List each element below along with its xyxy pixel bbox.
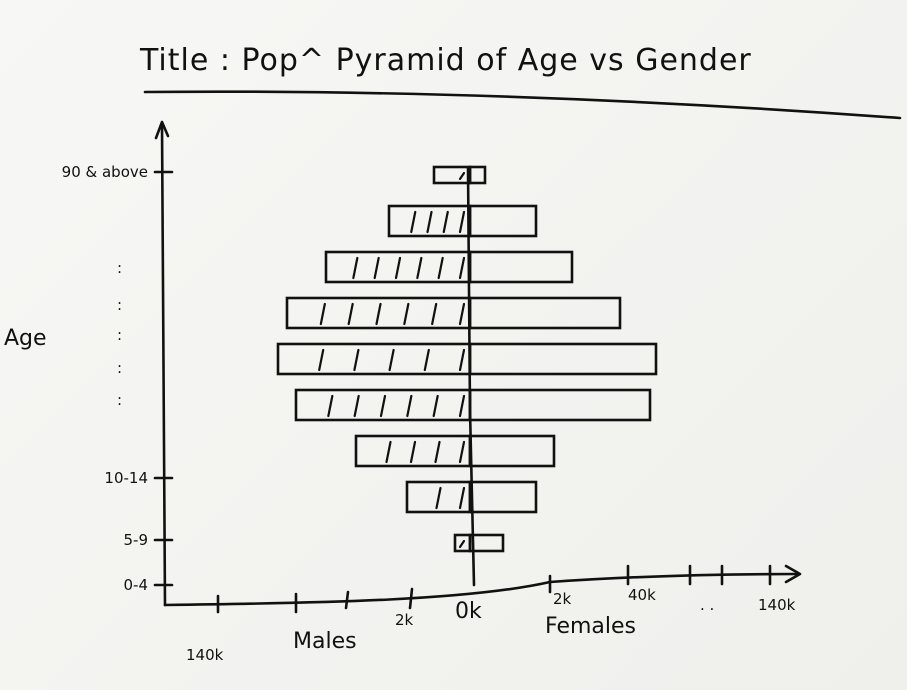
- y-tick-label: :: [117, 296, 122, 314]
- bar-hatch-mark: [416, 256, 423, 280]
- y-ticks-layer: 0-4 5-9 10-14::::: 90 & above: [62, 163, 174, 594]
- y-axis-line: [160, 123, 167, 607]
- title-underline: [143, 90, 902, 120]
- bar-hatch-mark: [458, 171, 466, 181]
- y-tick-label: :: [117, 391, 122, 409]
- x-tick-marks: [216, 564, 772, 614]
- bar-hatch-mark: [434, 440, 441, 464]
- x-tick-label-0k: 0k: [455, 599, 482, 624]
- x-tick-dots: . .: [700, 596, 714, 614]
- bars-layer: [276, 165, 658, 553]
- bar-hatch-mark: [458, 394, 466, 418]
- y-axis-arrow: [154, 120, 170, 140]
- bar-males: [432, 165, 472, 185]
- bar-males: [276, 342, 472, 376]
- bar-hatch-mark: [458, 302, 466, 326]
- x-tick-mark: [408, 587, 414, 610]
- bar-hatch-mark: [442, 210, 449, 234]
- x-tick-label-2k-left: 2k: [395, 611, 414, 629]
- bar-hatch-mark: [458, 440, 466, 464]
- bar-females: [468, 165, 487, 185]
- bar-females: [468, 388, 652, 422]
- x-tick-label-2k-right: 2k: [553, 590, 572, 608]
- y-tick-label: 10-14: [104, 469, 148, 487]
- y-tick-label: :: [117, 326, 122, 344]
- y-tick-label: :: [117, 359, 122, 377]
- x-axis-arrow: [784, 564, 802, 584]
- bar-females: [468, 533, 505, 553]
- bar-hatch-mark: [347, 302, 354, 326]
- bar-hatch-mark: [406, 394, 413, 418]
- y-tick-label: :: [117, 259, 122, 277]
- y-tick-label: 5-9: [124, 531, 149, 549]
- x-tick-label-140k-left: 140k: [186, 646, 224, 664]
- bar-hatch-mark: [437, 256, 444, 280]
- y-axis-label: Age: [4, 326, 47, 351]
- bar-females: [468, 204, 538, 238]
- bar-hatch-mark: [352, 256, 359, 280]
- x-axis-label-females: Females: [545, 614, 636, 639]
- bar-hatch-mark: [435, 486, 442, 510]
- bar-hatch-mark: [373, 256, 380, 280]
- x-axis-label-males: Males: [293, 629, 357, 654]
- bar-hatch-mark: [431, 302, 438, 326]
- x-tick-label-140k-right: 140k: [758, 596, 796, 614]
- bar-hatch-mark: [458, 348, 466, 372]
- bar-hatch-mark: [379, 394, 387, 418]
- bar-females: [468, 480, 538, 514]
- bar-hatch-mark: [353, 394, 360, 418]
- bar-hatch-mark: [423, 348, 430, 372]
- bar-hatch-mark: [353, 348, 360, 372]
- bar-hatch-mark: [327, 394, 334, 418]
- bar-hatch-mark: [388, 348, 395, 372]
- x-axis-line: [163, 572, 800, 607]
- bar-hatch-mark: [458, 539, 466, 549]
- bar-hatch-mark: [385, 440, 392, 464]
- x-tick-mark: [344, 590, 350, 610]
- bar-hatch-mark: [458, 210, 466, 234]
- bar-females: [468, 250, 574, 284]
- bar-hatch-mark: [426, 210, 433, 234]
- bar-hatch-mark: [409, 440, 417, 464]
- bar-females: [468, 434, 556, 468]
- bar-females: [468, 342, 658, 376]
- y-tick-label: 90 & above: [62, 163, 148, 181]
- chart-title: Title : Pop^ Pyramid of Age vs Gender: [139, 43, 752, 78]
- y-tick-label: 0-4: [124, 576, 149, 594]
- bar-hatch-mark: [458, 486, 466, 510]
- bar-hatch-mark: [375, 302, 382, 326]
- bar-hatch-mark: [403, 302, 410, 326]
- bar-hatch-mark: [319, 302, 326, 326]
- bar-hatch-mark: [394, 256, 402, 280]
- bar-hatch-mark: [458, 256, 466, 280]
- bar-hatch-mark: [410, 210, 417, 234]
- bar-hatch-mark: [432, 394, 439, 418]
- x-tick-label-40k: 40k: [628, 586, 656, 604]
- bar-hatch-mark: [318, 348, 325, 372]
- bar-females: [468, 296, 622, 330]
